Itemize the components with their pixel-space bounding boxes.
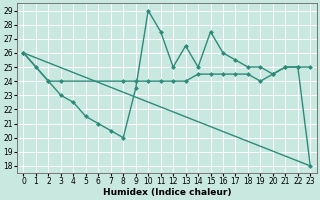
X-axis label: Humidex (Indice chaleur): Humidex (Indice chaleur) <box>103 188 231 197</box>
